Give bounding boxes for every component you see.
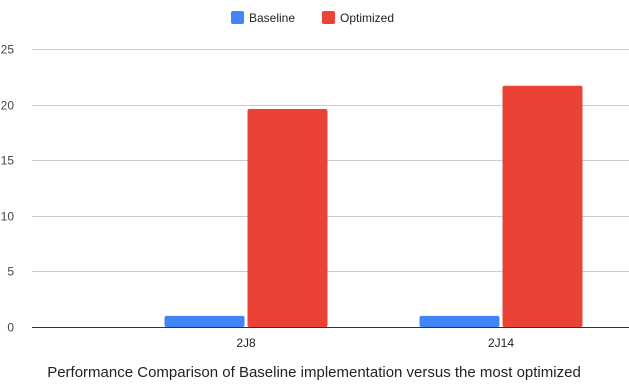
y-tick-label: 10 [1,210,15,224]
bar-optimized-2j8 [247,109,328,327]
legend-swatch-baseline [231,11,244,24]
x-tick-label: 2J8 [236,336,256,350]
legend-swatch-optimized [322,11,335,24]
y-axis-ticks: 0 5 10 15 20 25 [1,43,15,335]
y-tick-label: 20 [1,99,15,113]
x-axis-labels: 2J8 2J14 [236,336,514,350]
x-tick-label: 2J14 [488,336,514,350]
chart-legend: Baseline Optimized [231,11,394,25]
bar-optimized-2j14 [502,85,583,327]
legend-label-optimized: Optimized [340,11,394,25]
y-tick-label: 15 [1,154,15,168]
bar-baseline-2j14 [419,315,500,327]
y-tick-label: 25 [1,43,15,57]
y-tick-label: 5 [7,265,14,279]
y-tick-label: 0 [7,321,14,335]
chart-bars [164,85,583,327]
chart-caption: Performance Comparison of Baseline imple… [47,364,581,381]
bar-baseline-2j8 [164,315,245,327]
legend-label-baseline: Baseline [249,11,295,25]
